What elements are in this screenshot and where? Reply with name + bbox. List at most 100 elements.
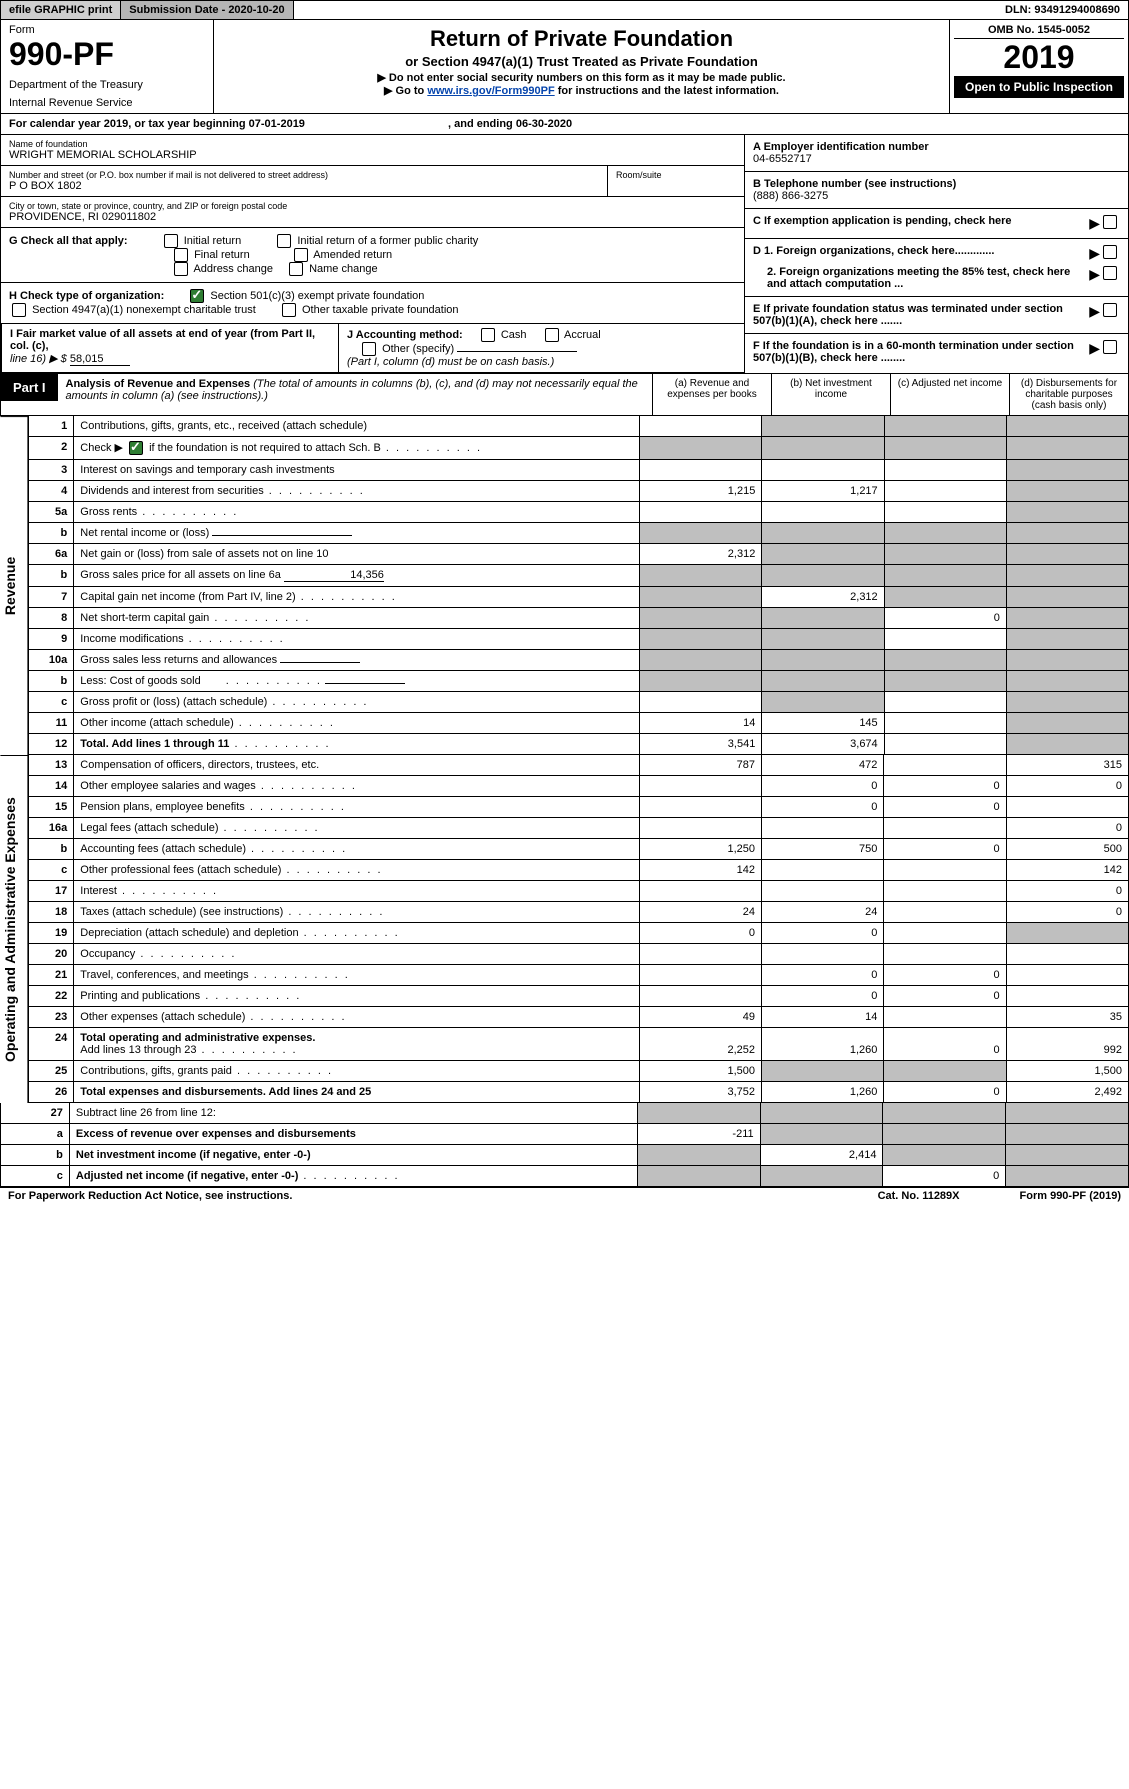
table-row: cGross profit or (loss) (attach schedule… bbox=[29, 692, 1129, 713]
table-row: 19Depreciation (attach schedule) and dep… bbox=[29, 923, 1129, 944]
g-o2: Initial return of a former public charit… bbox=[297, 235, 478, 247]
checkbox-other-taxable[interactable] bbox=[282, 303, 296, 317]
checkbox-amended[interactable] bbox=[294, 248, 308, 262]
address: P O BOX 1802 bbox=[9, 180, 599, 192]
l6bd: Gross sales price for all assets on line… bbox=[80, 569, 281, 581]
g-label: G Check all that apply: bbox=[9, 235, 128, 247]
table-row: 26Total expenses and disbursements. Add … bbox=[29, 1082, 1129, 1103]
dept-irs: Internal Revenue Service bbox=[9, 97, 205, 109]
cal-b: , and ending bbox=[448, 118, 516, 130]
part1-title: Analysis of Revenue and Expenses bbox=[66, 378, 251, 390]
j-o2: Accrual bbox=[564, 329, 601, 341]
l26d: Total expenses and disbursements. Add li… bbox=[80, 1086, 371, 1098]
irs-link[interactable]: www.irs.gov/Form990PF bbox=[427, 85, 554, 97]
table-row: 7Capital gain net income (from Part IV, … bbox=[29, 587, 1129, 608]
note2-a: ▶ Go to bbox=[384, 85, 427, 97]
table-row: 18Taxes (attach schedule) (see instructi… bbox=[29, 902, 1129, 923]
h-o1: Section 501(c)(3) exempt private foundat… bbox=[210, 290, 424, 302]
g-o6: Name change bbox=[309, 263, 378, 275]
expenses-section-label: Operating and Administrative Expenses bbox=[0, 755, 28, 1103]
table-row: 15Pension plans, employee benefits00 bbox=[29, 797, 1129, 818]
j-o1: Cash bbox=[501, 329, 527, 341]
table-row: 2Check ▶ if the foundation is not requir… bbox=[29, 437, 1129, 460]
d2-label: 2. Foreign organizations meeting the 85%… bbox=[767, 266, 1070, 290]
checkbox-d1[interactable] bbox=[1103, 245, 1117, 259]
checkbox-initial[interactable] bbox=[164, 234, 178, 248]
col-d-head: (d) Disbursements for charitable purpose… bbox=[1009, 374, 1128, 415]
foundation-name-cell: Name of foundation WRIGHT MEMORIAL SCHOL… bbox=[1, 135, 744, 166]
city: PROVIDENCE, RI 029011802 bbox=[9, 211, 736, 223]
l10ad: Gross sales less returns and allowances bbox=[80, 654, 277, 666]
checkbox-name-change[interactable] bbox=[289, 262, 303, 276]
city-label: City or town, state or province, country… bbox=[9, 201, 736, 211]
table-row: 22Printing and publications00 bbox=[29, 986, 1129, 1007]
table-row: 12Total. Add lines 1 through 113,5413,67… bbox=[29, 734, 1129, 755]
table-row: aExcess of revenue over expenses and dis… bbox=[1, 1124, 1129, 1145]
checkbox-e[interactable] bbox=[1103, 303, 1117, 317]
l5bd: Net rental income or (loss) bbox=[80, 527, 209, 539]
table-row: bNet investment income (if negative, ent… bbox=[1, 1145, 1129, 1166]
table-row: 11Other income (attach schedule)14145 bbox=[29, 713, 1129, 734]
footer-form: Form 990-PF (2019) bbox=[1020, 1190, 1121, 1202]
checkbox-501c3[interactable] bbox=[190, 289, 204, 303]
table-row: 14Other employee salaries and wages000 bbox=[29, 776, 1129, 797]
room-label: Room/suite bbox=[616, 170, 736, 180]
l6b-val: 14,356 bbox=[284, 569, 384, 582]
note-link: ▶ Go to www.irs.gov/Form990PF for instru… bbox=[220, 84, 943, 97]
info-grid: Name of foundation WRIGHT MEMORIAL SCHOL… bbox=[0, 135, 1129, 374]
l12d: Total. Add lines 1 through 11 bbox=[80, 738, 229, 750]
form-number: 990-PF bbox=[9, 36, 205, 73]
efile-label: efile GRAPHIC print bbox=[1, 1, 121, 19]
line27-table: 27Subtract line 26 from line 12: aExcess… bbox=[0, 1103, 1129, 1187]
cal-begin: 07-01-2019 bbox=[249, 118, 305, 130]
top-bar: efile GRAPHIC print Submission Date - 20… bbox=[0, 0, 1129, 20]
table-row: 23Other expenses (attach schedule)491435 bbox=[29, 1007, 1129, 1028]
table-row: bAccounting fees (attach schedule)1,2507… bbox=[29, 839, 1129, 860]
cal-a: For calendar year 2019, or tax year begi… bbox=[9, 118, 249, 130]
arrow-icon: ▶ bbox=[1089, 266, 1100, 290]
table-row: 1Contributions, gifts, grants, etc., rec… bbox=[29, 416, 1129, 437]
arrow-icon: ▶ bbox=[1089, 340, 1100, 357]
j-o3: Other (specify) bbox=[382, 343, 454, 355]
checkbox-4947[interactable] bbox=[12, 303, 26, 317]
col-c-head: (c) Adjusted net income bbox=[890, 374, 1009, 415]
submission-date: Submission Date - 2020-10-20 bbox=[121, 1, 293, 19]
checkbox-address[interactable] bbox=[174, 262, 188, 276]
checkbox-f[interactable] bbox=[1103, 340, 1117, 354]
address-cell: Number and street (or P.O. box number if… bbox=[1, 166, 608, 196]
table-row: bLess: Cost of goods sold bbox=[29, 671, 1129, 692]
l2d2: if the foundation is not required to att… bbox=[146, 442, 381, 454]
city-cell: City or town, state or province, country… bbox=[1, 197, 744, 228]
form-header: Form 990-PF Department of the Treasury I… bbox=[0, 20, 1129, 114]
table-row: 10aGross sales less returns and allowanc… bbox=[29, 650, 1129, 671]
checkbox-d2[interactable] bbox=[1103, 266, 1117, 280]
dept-treasury: Department of the Treasury bbox=[9, 79, 205, 91]
h-label: H Check type of organization: bbox=[9, 290, 164, 302]
g-o5: Address change bbox=[193, 263, 273, 275]
table-row: 8Net short-term capital gain0 bbox=[29, 608, 1129, 629]
g-check-row: G Check all that apply: Initial return I… bbox=[1, 228, 744, 283]
table-row: 21Travel, conferences, and meetings00 bbox=[29, 965, 1129, 986]
fmv-value: 58,015 bbox=[70, 353, 130, 366]
l2d: Check ▶ bbox=[80, 442, 123, 454]
i-box: I Fair market value of all assets at end… bbox=[1, 324, 338, 372]
checkbox-accrual[interactable] bbox=[545, 328, 559, 342]
form-title: Return of Private Foundation bbox=[220, 26, 943, 52]
table-row: 25Contributions, gifts, grants paid1,500… bbox=[29, 1061, 1129, 1082]
omb-number: OMB No. 1545-0052 bbox=[954, 24, 1124, 39]
revenue-table: 1Contributions, gifts, grants, etc., rec… bbox=[28, 416, 1129, 755]
footer-left: For Paperwork Reduction Act Notice, see … bbox=[8, 1190, 292, 1202]
j-box: J Accounting method: Cash Accrual Other … bbox=[338, 324, 695, 372]
checkbox-c[interactable] bbox=[1103, 215, 1117, 229]
checkbox-cash[interactable] bbox=[481, 328, 495, 342]
table-row: cAdjusted net income (if negative, enter… bbox=[1, 1166, 1129, 1187]
checkbox-other-method[interactable] bbox=[362, 342, 376, 356]
checkbox-final[interactable] bbox=[174, 248, 188, 262]
checkbox-sch-b[interactable] bbox=[129, 441, 143, 455]
footer-cat: Cat. No. 11289X bbox=[878, 1190, 960, 1202]
table-row: 5aGross rents bbox=[29, 502, 1129, 523]
checkbox-initial-former[interactable] bbox=[277, 234, 291, 248]
a-label: A Employer identification number bbox=[753, 141, 929, 153]
ein: 04-6552717 bbox=[753, 153, 812, 165]
i-label: I Fair market value of all assets at end… bbox=[10, 328, 315, 352]
